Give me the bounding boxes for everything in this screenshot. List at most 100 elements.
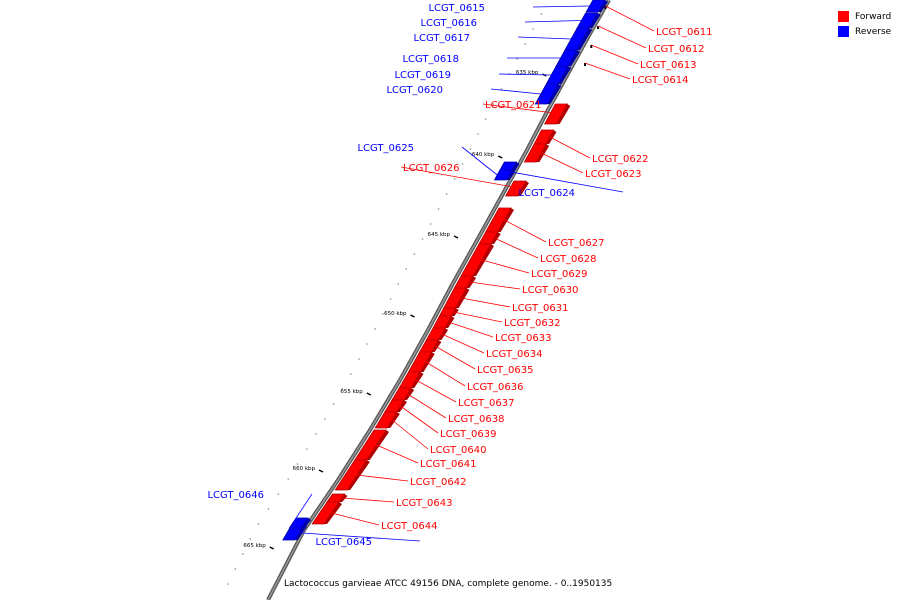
kbp-tick-label: 650 kbp bbox=[384, 311, 407, 317]
gene-leader-line bbox=[591, 44, 639, 65]
kbp-tick-mark bbox=[318, 469, 324, 473]
gene-label-LCGT_0634[interactable]: LCGT_0634 bbox=[486, 349, 543, 360]
gene-feature-shade bbox=[411, 372, 424, 388]
gene-leader-line bbox=[287, 531, 421, 542]
kbp-tick-mark bbox=[410, 314, 415, 318]
gene-leader-line bbox=[434, 345, 476, 370]
gene-label-LCGT_0619[interactable]: LCGT_0619 bbox=[394, 70, 451, 81]
gene-label-LCGT_0633[interactable]: LCGT_0633 bbox=[495, 333, 552, 344]
forward-swatch bbox=[838, 11, 849, 22]
gene-leader-line bbox=[517, 36, 572, 40]
gene-feature-shade bbox=[404, 388, 415, 400]
gene-leader-line bbox=[549, 136, 591, 159]
gene-feature-shade bbox=[438, 328, 449, 340]
gene-label-LCGT_0621[interactable]: LCGT_0621 bbox=[485, 100, 542, 111]
gene-feature-shade bbox=[301, 518, 312, 528]
gene-label-LCGT_0632[interactable]: LCGT_0632 bbox=[504, 318, 561, 329]
tick-dots bbox=[227, 13, 543, 585]
gene-leader-line bbox=[356, 474, 409, 482]
gene-label-LCGT_0616[interactable]: LCGT_0616 bbox=[420, 18, 477, 29]
gene-label-LCGT_0641[interactable]: LCGT_0641 bbox=[420, 459, 477, 470]
gene-feature-shade bbox=[577, 28, 593, 50]
gene-leader-line bbox=[441, 333, 485, 354]
gene-label-LCGT_0629[interactable]: LCGT_0629 bbox=[531, 269, 588, 280]
gene-feature-shade bbox=[366, 430, 389, 460]
gene-feature-shade bbox=[589, 13, 601, 28]
gene-label-LCGT_0617[interactable]: LCGT_0617 bbox=[413, 33, 470, 44]
gene-feature-shade bbox=[396, 400, 407, 412]
gene-label-LCGT_0624[interactable]: LCGT_0624 bbox=[518, 188, 575, 199]
gene-label-LCGT_0645[interactable]: LCGT_0645 bbox=[315, 537, 372, 548]
gene-label-LCGT_0615[interactable]: LCGT_0615 bbox=[428, 3, 485, 14]
gene-leader-line bbox=[425, 361, 466, 387]
gene-label-LCGT_0638[interactable]: LCGT_0638 bbox=[448, 414, 505, 425]
gene-leader-line bbox=[331, 512, 380, 526]
legend-forward-label: Forward bbox=[855, 11, 892, 22]
gene-leader-line bbox=[481, 259, 530, 274]
gene-label-LCGT_0646[interactable]: LCGT_0646 bbox=[207, 490, 264, 501]
map-caption: Lactococcus garvieae ATCC 49156 DNA, com… bbox=[284, 579, 613, 589]
gene-label-LCGT_0636[interactable]: LCGT_0636 bbox=[467, 382, 524, 393]
legend: Forward Reverse bbox=[838, 9, 891, 39]
gene-feature-shade bbox=[547, 84, 562, 104]
gene-feature-shade bbox=[431, 340, 442, 352]
gene-label-LCGT_0639[interactable]: LCGT_0639 bbox=[440, 429, 497, 440]
kbp-ticks: 635 kbp 640 kbp 645 kbp 650 kbp 655 kbp 660 k… bbox=[243, 70, 547, 550]
gene-label-LCGT_0612[interactable]: LCGT_0612 bbox=[648, 44, 705, 55]
gene-label-LCGT_0635[interactable]: LCGT_0635 bbox=[477, 365, 534, 376]
gene-label-LCGT_0614[interactable]: LCGT_0614 bbox=[632, 75, 689, 86]
gene-leader-line bbox=[391, 419, 429, 450]
gene-leader-line bbox=[584, 62, 631, 80]
gene-feature-shade bbox=[420, 352, 435, 372]
gene-label-LCGT_0644[interactable]: LCGT_0644 bbox=[381, 521, 438, 532]
gene-label-LCGT_0625[interactable]: LCGT_0625 bbox=[357, 143, 414, 154]
gene-leader-line bbox=[498, 73, 552, 76]
gene-feature-shade bbox=[387, 412, 400, 428]
legend-reverse: Reverse bbox=[838, 24, 891, 39]
gene-label-LCGT_0611[interactable]: LCGT_0611 bbox=[656, 27, 713, 38]
gene-feature-LCGT_0613[interactable] bbox=[590, 45, 593, 48]
gene-feature-shade bbox=[556, 104, 571, 124]
kbp-tick-label: 645 kbp bbox=[428, 232, 451, 238]
kbp-tick-mark bbox=[453, 235, 459, 239]
gene-feature-shade bbox=[558, 66, 572, 84]
gene-label-LCGT_0613[interactable]: LCGT_0613 bbox=[640, 60, 697, 71]
gene-leader-line bbox=[292, 493, 313, 524]
gene-feature-shade bbox=[568, 50, 580, 66]
gene-feature-shade bbox=[536, 144, 550, 162]
gene-leader-line bbox=[532, 5, 590, 8]
gene-label-LCGT_0642[interactable]: LCGT_0642 bbox=[410, 477, 467, 488]
gene-feature-LCGT_0614[interactable] bbox=[584, 63, 587, 66]
kbp-tick-mark bbox=[269, 546, 275, 550]
legend-reverse-label: Reverse bbox=[855, 26, 892, 37]
gene-label-LCGT_0620[interactable]: LCGT_0620 bbox=[386, 85, 443, 96]
gene-label-LCGT_0628[interactable]: LCGT_0628 bbox=[540, 254, 597, 265]
gene-label-LCGT_0640[interactable]: LCGT_0640 bbox=[430, 445, 487, 456]
gene-feature-LCGT_0611[interactable] bbox=[604, 6, 607, 9]
gene-labels: LCGT_0611 LCGT_0612 LCGT_0613 LCGT_0614 LCGT… bbox=[207, 3, 712, 548]
gene-leader-line bbox=[400, 405, 439, 434]
gene-label-LCGT_0622[interactable]: LCGT_0622 bbox=[592, 154, 649, 165]
gene-leader-line bbox=[400, 166, 522, 189]
gene-label-LCGT_0623[interactable]: LCGT_0623 bbox=[585, 169, 642, 180]
gene-label-LCGT_0630[interactable]: LCGT_0630 bbox=[522, 285, 579, 296]
gene-label-LCGT_0618[interactable]: LCGT_0618 bbox=[402, 54, 459, 65]
gene-leader-line bbox=[494, 237, 539, 259]
kbp-tick-label: 660 kbp bbox=[293, 466, 316, 472]
gene-feature-LCGT_0612[interactable] bbox=[597, 26, 600, 29]
gene-label-LCGT_0631[interactable]: LCGT_0631 bbox=[512, 303, 569, 314]
gene-leader-line bbox=[524, 20, 582, 23]
kbp-tick-label: 655 kbp bbox=[340, 389, 363, 395]
gene-feature-shade bbox=[497, 208, 514, 232]
gene-leader-line bbox=[448, 321, 494, 338]
gene-label-LCGT_0627[interactable]: LCGT_0627 bbox=[548, 238, 605, 249]
kbp-tick-mark bbox=[366, 392, 372, 396]
gene-label-LCGT_0637[interactable]: LCGT_0637 bbox=[458, 398, 515, 409]
legend-forward: Forward bbox=[838, 9, 891, 24]
gene-leader-line bbox=[490, 88, 541, 95]
gene-label-LCGT_0643[interactable]: LCGT_0643 bbox=[396, 498, 453, 509]
kbp-tick-label: 665 kbp bbox=[243, 543, 266, 549]
gene-label-LCGT_0626[interactable]: LCGT_0626 bbox=[403, 163, 460, 174]
gene-leader-line bbox=[460, 297, 511, 308]
